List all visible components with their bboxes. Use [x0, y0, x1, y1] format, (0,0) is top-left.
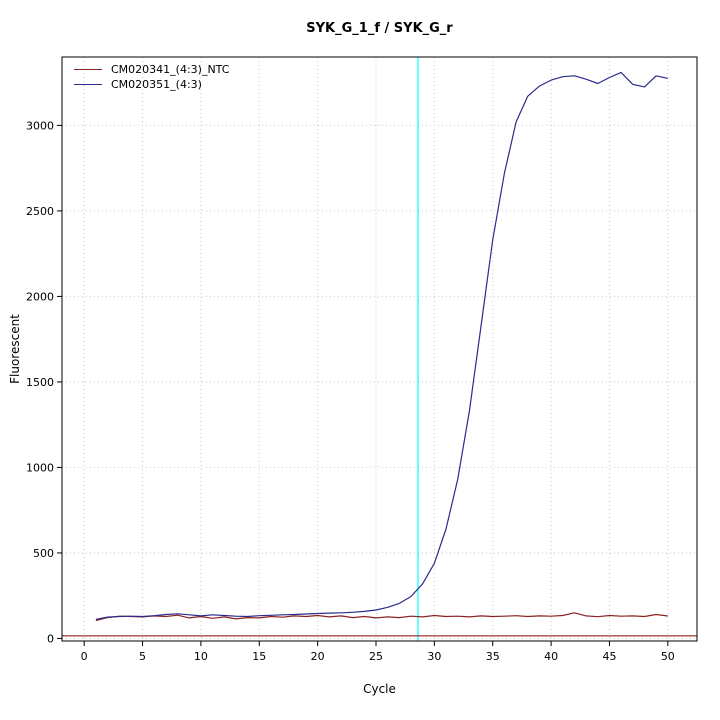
chart-title: SYK_G_1_f / SYK_G_r [306, 21, 453, 36]
x-tick-label: 25 [369, 650, 383, 663]
y-tick-label: 1500 [26, 376, 54, 389]
y-axis-label: Fluorescent [8, 314, 22, 384]
legend-label-sample: CM020351_(4:3) [111, 78, 202, 91]
x-tick-label: 10 [194, 650, 208, 663]
x-tick-label: 40 [544, 650, 558, 663]
x-tick-label: 5 [139, 650, 146, 663]
legend-line-swatch-ntc [74, 69, 102, 70]
legend-label-ntc: CM020341_(4:3)_NTC [111, 63, 230, 76]
legend: CM020341_(4:3)_NTC CM020351_(4:3) [74, 62, 229, 92]
y-tick-label: 2500 [26, 205, 54, 218]
y-tick-label: 3000 [26, 119, 54, 132]
y-tick-label: 2000 [26, 290, 54, 303]
y-tick-label: 1000 [26, 461, 54, 474]
x-tick-label: 50 [661, 650, 675, 663]
series-line-0 [95, 612, 668, 622]
x-axis-label: Cycle [363, 682, 396, 696]
legend-line-swatch-sample [74, 84, 102, 85]
x-tick-label: 35 [486, 650, 500, 663]
series-line-1 [95, 71, 668, 620]
x-tick-label: 30 [427, 650, 441, 663]
legend-item-ntc: CM020341_(4:3)_NTC [74, 62, 229, 77]
y-tick-label: 0 [47, 632, 54, 645]
legend-item-sample: CM020351_(4:3) [74, 77, 229, 92]
y-tick-label: 500 [33, 547, 54, 560]
x-tick-label: 0 [81, 650, 88, 663]
x-tick-label: 20 [311, 650, 325, 663]
x-tick-label: 15 [252, 650, 266, 663]
x-tick-label: 45 [602, 650, 616, 663]
